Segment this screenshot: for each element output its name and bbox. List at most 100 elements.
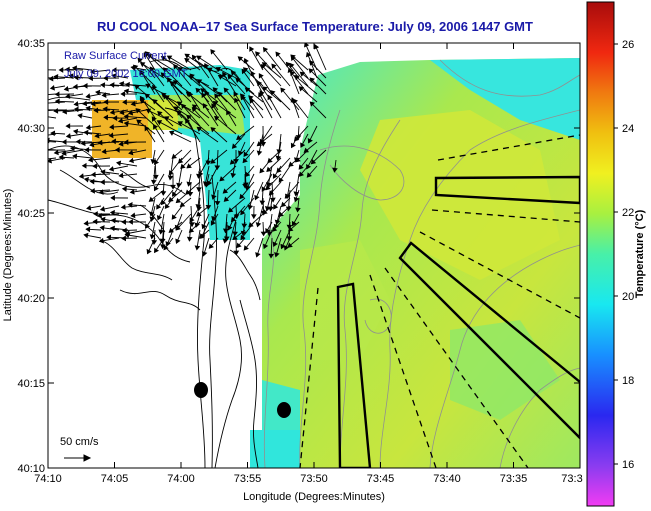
current-vector-head <box>171 214 177 220</box>
current-vector-head <box>168 130 175 136</box>
current-vector-head <box>292 98 298 105</box>
current-vector-head <box>186 114 192 120</box>
current-vector-head <box>53 108 59 114</box>
current-vector-head <box>100 179 105 186</box>
current-vector-head <box>202 103 208 109</box>
current-vector <box>260 64 282 87</box>
x-tick-label: 73:3 <box>561 473 582 485</box>
current-vector-head <box>95 89 101 96</box>
current-vector-head <box>168 169 174 176</box>
current-vector-head <box>103 75 108 81</box>
current-vector-head <box>148 211 155 217</box>
current-vector-head <box>118 141 124 147</box>
current-vector <box>48 116 57 119</box>
current-vector <box>189 73 210 95</box>
current-vector-head <box>116 160 122 167</box>
current-vector <box>314 44 327 71</box>
current-vector-head <box>109 225 115 232</box>
current-vector-head <box>48 157 53 164</box>
scale-label: 50 cm/s <box>60 436 99 448</box>
current-vector-head <box>108 132 114 139</box>
current-vector-head <box>120 204 126 210</box>
current-vector-head <box>250 214 257 220</box>
current-vector-head <box>135 108 141 114</box>
current-vector-head <box>160 72 167 78</box>
current-vector-head <box>185 91 192 97</box>
colorbar-tick-label: 16 <box>622 459 634 471</box>
current-vector-head <box>275 155 282 161</box>
current-vector-head <box>145 83 151 89</box>
current-vector-head <box>102 106 108 112</box>
sst-cyan-s <box>250 430 300 468</box>
current-vector <box>48 93 57 95</box>
current-vector-head <box>43 148 46 152</box>
current-vector-head <box>240 209 246 216</box>
current-vector-head <box>196 79 203 85</box>
current-vector <box>249 46 264 71</box>
current-vector-head <box>150 158 157 165</box>
current-vector-head <box>144 93 151 99</box>
current-vector-head <box>210 158 216 164</box>
current-vector-head <box>137 57 143 64</box>
current-vector-head <box>160 199 167 206</box>
current-vector-head <box>171 153 177 159</box>
current-vector-head <box>172 191 178 197</box>
current-vector-head <box>54 91 60 98</box>
current-vector-head <box>49 84 55 91</box>
current-vector-head <box>68 73 74 79</box>
current-vector <box>133 64 156 87</box>
current-vector <box>289 63 309 87</box>
current-vector-head <box>38 158 42 162</box>
current-vector-head <box>212 101 219 107</box>
current-vector-head <box>149 66 155 73</box>
current-vector-head <box>111 67 117 73</box>
current-vector-head <box>235 77 241 84</box>
current-vector-head <box>152 174 159 180</box>
current-vector-head <box>58 67 64 73</box>
current-vector-head <box>214 93 220 99</box>
current-vector-head <box>83 220 89 227</box>
current-vector-head <box>83 129 89 136</box>
current-vector-head <box>103 99 109 105</box>
current-vector-head <box>230 172 237 179</box>
current-vector-head <box>124 81 130 88</box>
current-vector-head <box>177 158 184 164</box>
current-vector-head <box>237 56 244 62</box>
current-vector-head <box>309 77 315 83</box>
current-vector-head <box>222 238 229 244</box>
current-vector-head <box>234 97 240 104</box>
current-vector-head <box>195 87 201 94</box>
current-vector <box>213 101 237 119</box>
current-vector-head <box>139 69 145 76</box>
current-vector-head <box>227 225 233 231</box>
current-vector-head <box>210 49 216 55</box>
x-tick-label: 73:50 <box>300 473 328 485</box>
current-vector-head <box>77 113 83 119</box>
current-vector-head <box>184 53 190 59</box>
current-vector-head <box>299 71 306 77</box>
current-vector-head <box>73 106 79 113</box>
current-vector-head <box>255 222 262 228</box>
current-vector-head <box>121 227 127 234</box>
current-vector-head <box>250 70 256 77</box>
current-vector-head <box>61 108 67 115</box>
current-vector-head <box>43 101 47 105</box>
current-vector-head <box>200 88 206 94</box>
current-vector-head <box>156 120 163 126</box>
current-vector <box>152 99 174 119</box>
current-vector-head <box>310 158 317 165</box>
current-vector-head <box>152 84 158 91</box>
current-vector-head <box>186 181 193 187</box>
current-vector-head <box>272 173 278 179</box>
current-vector-head <box>92 163 98 170</box>
current-vector-head <box>201 223 207 230</box>
current-vector-head <box>87 156 94 163</box>
current-vector-head <box>83 176 89 183</box>
current-vector <box>196 126 219 143</box>
current-vector-head <box>145 108 152 114</box>
bathymetry-contours <box>263 59 580 468</box>
current-vector-head <box>227 74 233 80</box>
current-vector-head <box>169 80 176 87</box>
current-vector-head <box>42 76 45 80</box>
current-vector-head <box>243 58 249 64</box>
